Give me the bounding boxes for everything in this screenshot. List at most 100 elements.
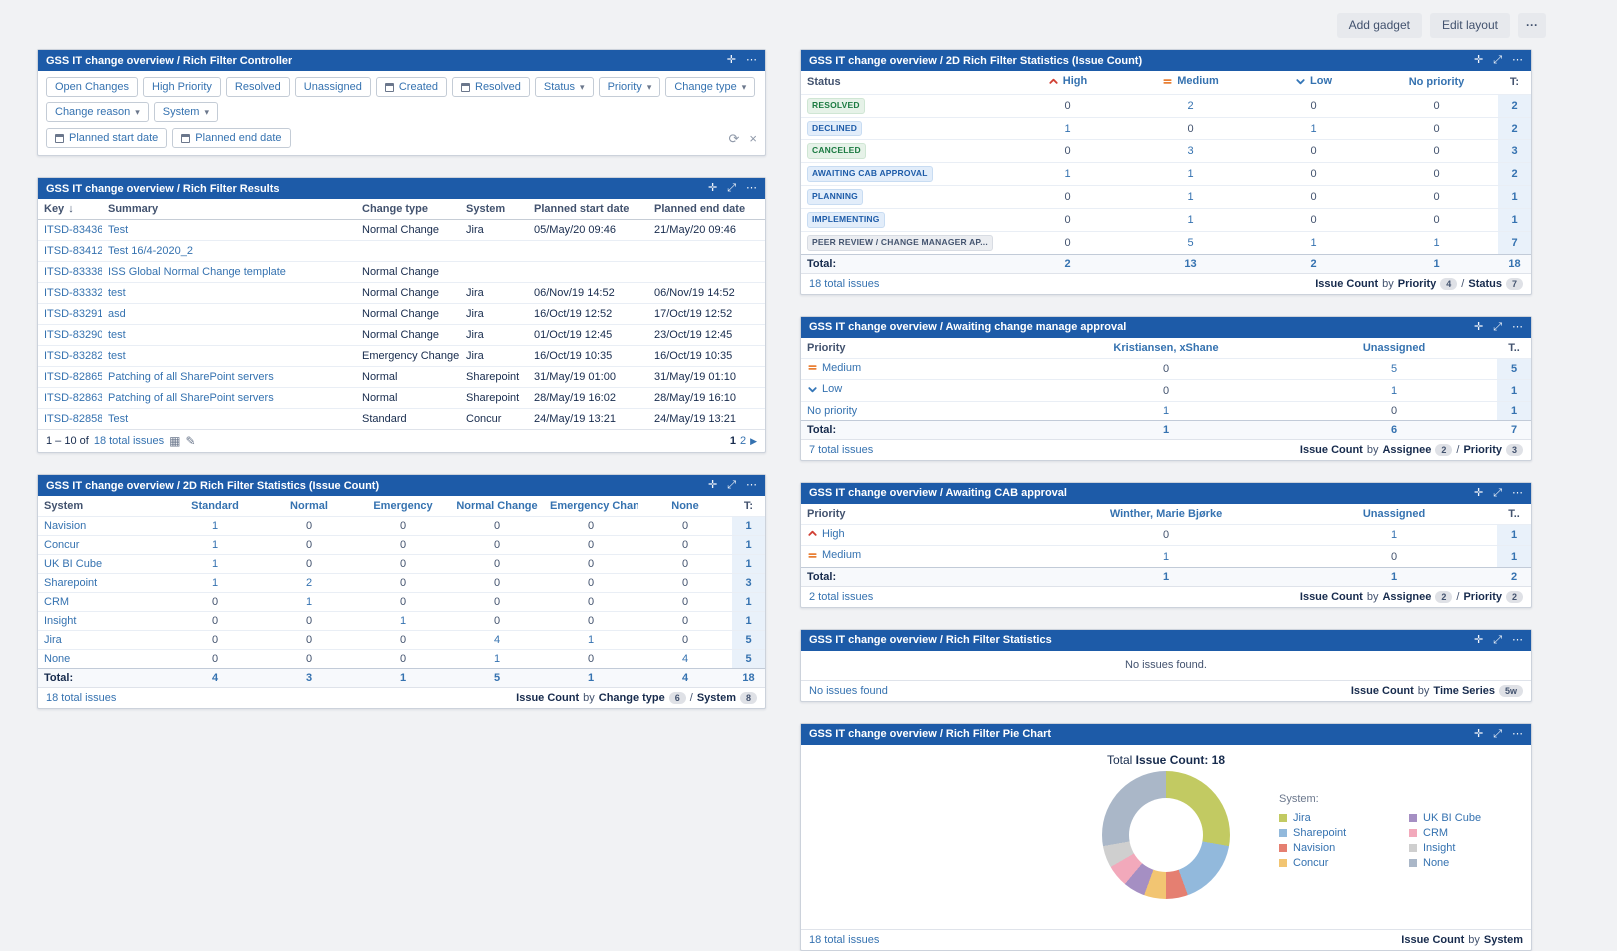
legend-label-link[interactable]: Navision (1293, 842, 1336, 855)
column-total-link[interactable]: 1 (399, 672, 407, 685)
date-filter-planned-end[interactable]: Planned end date (172, 128, 291, 149)
dimension-link[interactable]: Time Series (1433, 684, 1495, 697)
column-total-link[interactable]: 1 (1162, 423, 1170, 436)
stat-value-link[interactable]: 1 (1187, 168, 1194, 181)
row-total-link[interactable]: 5 (745, 634, 752, 647)
stat-value-link[interactable]: 1 (493, 653, 501, 666)
column-header[interactable]: Emergency Change (550, 500, 638, 513)
move-gadget-icon[interactable]: ✛ (1473, 320, 1484, 333)
stat-value-link[interactable]: 0 (1433, 168, 1440, 181)
issue-summary-link[interactable]: asd (108, 308, 126, 321)
dimension-link[interactable]: Priority (1463, 590, 1502, 603)
issue-key-link[interactable]: ITSD-83436 (44, 224, 102, 237)
stat-value-link[interactable]: 2 (1187, 99, 1194, 112)
stat-value-link[interactable]: 0 (1390, 550, 1398, 563)
stat-value-link[interactable]: 0 (399, 596, 407, 609)
expand-gadget-icon[interactable]: ⤢ (1493, 54, 1502, 67)
row-total-link[interactable]: 1 (1511, 214, 1518, 227)
stat-value-link[interactable]: 0 (493, 520, 501, 533)
issue-summary-link[interactable]: test (108, 287, 126, 300)
stat-value-link[interactable]: 0 (587, 577, 595, 590)
move-gadget-icon[interactable]: ✛ (726, 54, 736, 67)
dashboard-more-button[interactable]: ··· (1518, 13, 1546, 39)
stat-value-link[interactable]: 0 (1064, 236, 1071, 249)
stat-value-link[interactable]: 0 (1187, 122, 1194, 135)
quick-filter-high-priority[interactable]: High Priority (143, 77, 221, 98)
dropdown-filter-system[interactable]: System ▾ (153, 102, 218, 123)
stat-value-link[interactable]: 0 (681, 577, 689, 590)
gadget-menu-icon[interactable]: ⋯ (1512, 727, 1523, 740)
column-total-link[interactable]: 1 (1162, 570, 1170, 583)
column-total-link[interactable]: 6 (1390, 423, 1398, 436)
column-header-priority-high[interactable]: High (1006, 71, 1129, 94)
stat-value-link[interactable]: 0 (1064, 214, 1071, 227)
issue-summary-link[interactable]: ISS Global Normal Change template (108, 266, 286, 279)
issue-summary-link[interactable]: Test (108, 224, 129, 237)
column-header-change-type[interactable]: Change type (356, 199, 460, 221)
priority-high-link[interactable]: High (807, 528, 845, 540)
no-priority-link[interactable]: No priority (807, 405, 857, 417)
row-total-link[interactable]: 5 (745, 653, 752, 666)
columns-config-icon[interactable]: ▦ (169, 434, 181, 449)
gadget-menu-icon[interactable]: ⋯ (746, 54, 757, 67)
stat-value-link[interactable]: 0 (681, 558, 689, 571)
issue-key-link[interactable]: ITSD-82863 (44, 392, 102, 405)
system-link[interactable]: CRM (44, 596, 70, 609)
stat-value-link[interactable]: 0 (1310, 145, 1317, 158)
stat-value-link[interactable]: 1 (587, 634, 595, 647)
column-total-link[interactable]: 2 (1310, 257, 1317, 270)
legend-label-link[interactable]: Jira (1293, 812, 1311, 825)
stat-value-link[interactable]: 0 (1433, 99, 1440, 112)
row-total-link[interactable]: 1 (745, 615, 752, 628)
dropdown-filter-priority[interactable]: Priority ▾ (598, 77, 661, 98)
gadget-menu-icon[interactable]: ⋯ (1512, 486, 1523, 499)
move-gadget-icon[interactable]: ✛ (1473, 727, 1484, 740)
dimension-link[interactable]: Priority (1463, 443, 1502, 456)
system-link[interactable]: UK BI Cube (44, 558, 103, 571)
system-link[interactable]: Insight (44, 615, 77, 628)
stat-value-link[interactable]: 0 (681, 539, 689, 552)
column-total-link[interactable]: 3 (305, 672, 313, 685)
legend-label-link[interactable]: UK BI Cube (1423, 812, 1482, 825)
stat-value-link[interactable]: 0 (587, 596, 595, 609)
column-total-link[interactable]: 5 (493, 672, 501, 685)
stat-value-link[interactable]: 0 (1064, 99, 1071, 112)
expand-gadget-icon[interactable]: ⤢ (1493, 486, 1502, 499)
total-issues-link[interactable]: 18 total issues (809, 933, 880, 946)
stat-value-link[interactable]: 1 (211, 577, 219, 590)
stat-value-link[interactable]: 1 (211, 558, 219, 571)
column-header-unassigned[interactable]: Unassigned (1362, 507, 1426, 520)
grand-total-link[interactable]: 18 (1508, 257, 1521, 270)
column-total-link[interactable]: 2 (1064, 257, 1071, 270)
stat-value-link[interactable]: 5 (1187, 236, 1194, 249)
column-total-link[interactable]: 1 (1433, 257, 1440, 270)
stat-value-link[interactable]: 0 (211, 653, 219, 666)
column-header-assignee[interactable]: Kristiansen, xShane (1113, 341, 1219, 354)
legend-label-link[interactable]: Insight (1423, 842, 1456, 855)
status-lozenge[interactable]: PEER REVIEW / CHANGE MANAGER AP... (807, 235, 993, 251)
gadget-menu-icon[interactable]: ⋯ (1512, 320, 1523, 333)
status-lozenge[interactable]: IMPLEMENTING (807, 212, 885, 229)
system-link[interactable]: Navision (44, 520, 87, 533)
dimension-link[interactable]: System (1483, 933, 1523, 946)
stat-value-link[interactable]: 1 (1162, 404, 1170, 417)
dimension-link[interactable]: System (696, 692, 736, 705)
status-lozenge[interactable]: AWAITING CAB APPROVAL (807, 166, 933, 183)
issue-key-link[interactable]: ITSD-82865 (44, 371, 102, 384)
row-total-link[interactable]: 1 (745, 596, 752, 609)
grand-total-link[interactable]: 18 (742, 672, 755, 685)
priority-medium-link[interactable]: Medium (807, 549, 861, 561)
legend-label-link[interactable]: Sharepoint (1293, 827, 1347, 840)
row-total-link[interactable]: 1 (1510, 550, 1518, 563)
quick-filter-resolved[interactable]: Resolved (225, 77, 290, 98)
stat-value-link[interactable]: 0 (1064, 145, 1071, 158)
legend-label-link[interactable]: Concur (1293, 857, 1329, 870)
system-link[interactable]: Sharepoint (44, 577, 98, 590)
gadget-menu-icon[interactable]: ⋯ (1512, 54, 1523, 67)
stat-value-link[interactable]: 1 (1064, 168, 1071, 181)
quick-filter-unassigned[interactable]: Unassigned (294, 77, 371, 98)
stat-value-link[interactable]: 1 (1390, 529, 1398, 542)
edit-layout-button[interactable]: Edit layout (1429, 13, 1510, 39)
stat-value-link[interactable]: 0 (1433, 191, 1440, 204)
status-lozenge[interactable]: DECLINED (807, 120, 863, 137)
